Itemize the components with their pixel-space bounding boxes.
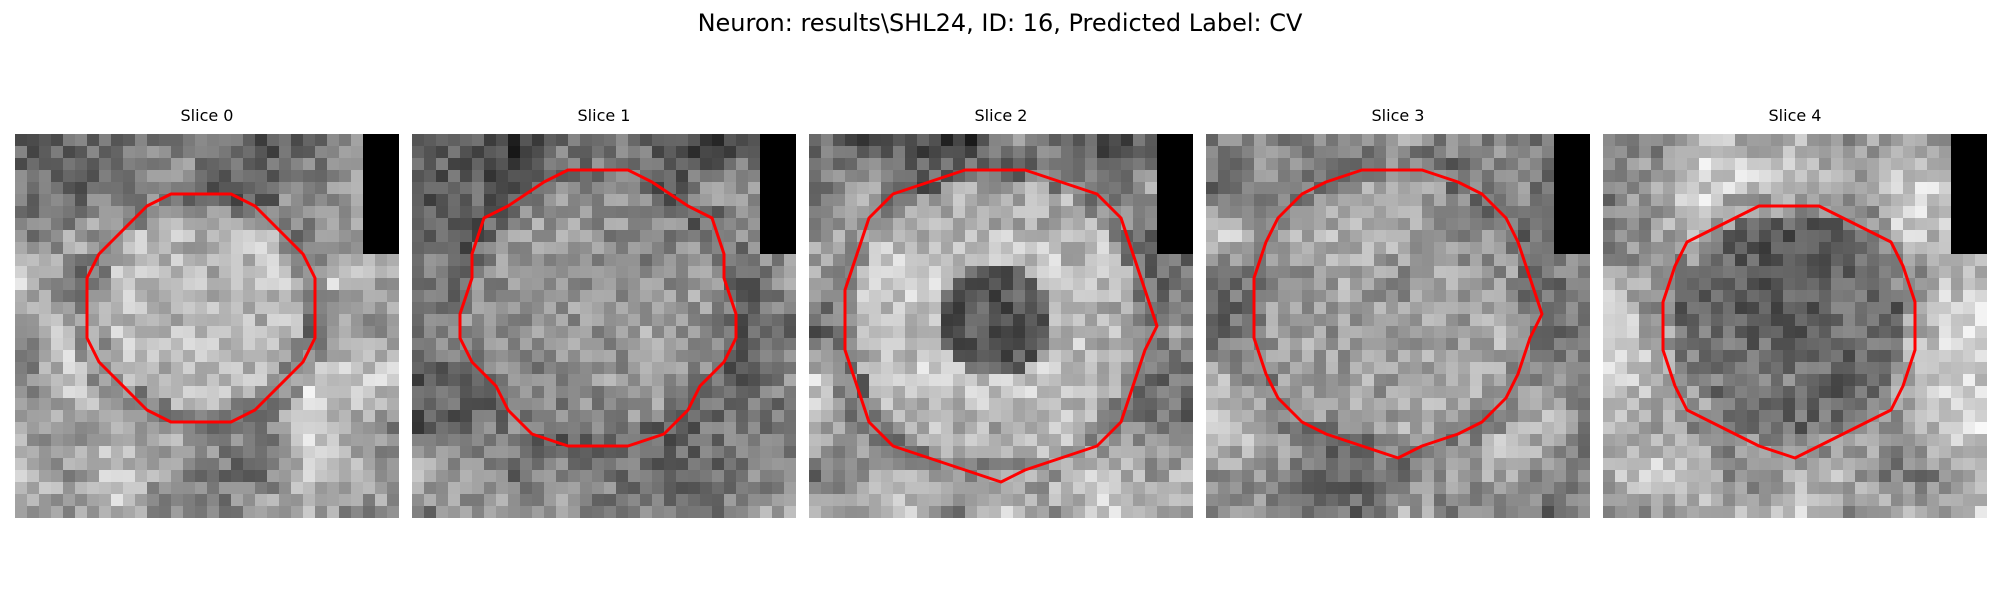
figure-title: Neuron: results\SHL24, ID: 16, Predicted… — [697, 9, 1303, 37]
slice-image-svg — [1603, 134, 1987, 518]
slice-title-2: Slice 2 — [974, 106, 1028, 125]
roi-contour — [1661, 204, 1917, 460]
slice-image-svg — [15, 134, 399, 518]
roi-contour — [843, 168, 1159, 484]
slice-image-0 — [15, 134, 399, 518]
slice-title-0: Slice 0 — [180, 106, 234, 125]
slice-image-4 — [1603, 134, 1987, 518]
slice-image-svg — [412, 134, 796, 518]
pixel-grid — [809, 134, 1193, 518]
pixel-grid — [412, 134, 796, 518]
pixel-grid — [1206, 134, 1590, 518]
slice-title-1: Slice 1 — [577, 106, 631, 125]
slice-image-svg — [809, 134, 1193, 518]
pixel-grid — [1603, 134, 1987, 518]
slice-image-svg — [1206, 134, 1590, 518]
roi-contour — [85, 192, 317, 424]
slice-image-3 — [1206, 134, 1590, 518]
roi-contour — [1252, 168, 1544, 460]
slice-image-2 — [809, 134, 1193, 518]
slice-image-1 — [412, 134, 796, 518]
roi-contour — [458, 168, 738, 448]
slice-title-4: Slice 4 — [1768, 106, 1822, 125]
pixel-grid — [15, 134, 399, 518]
slice-title-3: Slice 3 — [1371, 106, 1425, 125]
